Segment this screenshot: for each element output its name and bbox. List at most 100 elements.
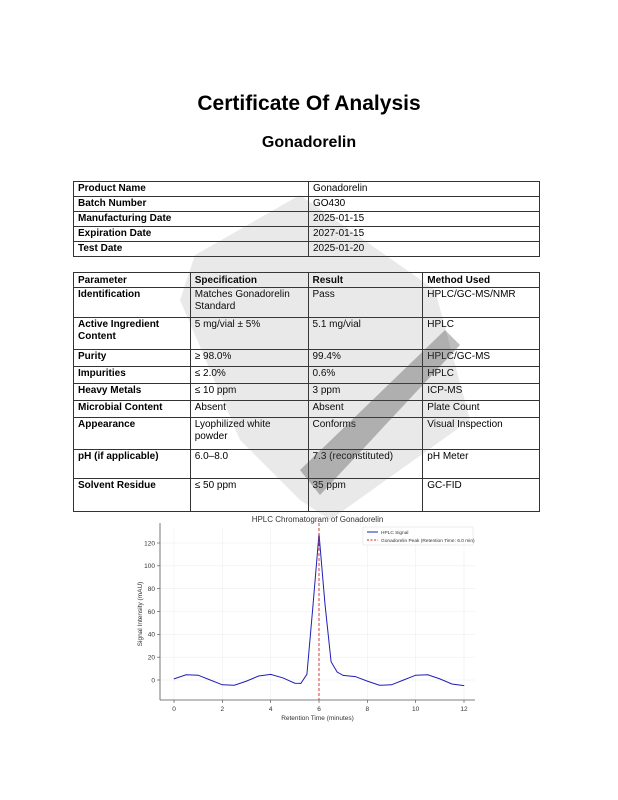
table-cell: Plate Count — [422, 400, 540, 418]
table-row: Solvent Residue ≤ 50 ppm 35 ppm GC-FID — [73, 478, 540, 512]
table-cell: Active Ingredient Content — [73, 317, 191, 350]
table-row: Active Ingredient Content 5 mg/vial ± 5% 5… — [73, 317, 540, 350]
y-tick-label: 100 — [144, 563, 155, 570]
info-label: Batch Number — [73, 196, 309, 212]
data-point — [197, 674, 199, 676]
table-cell: Lyophilized white powder — [189, 417, 309, 450]
legend-signal-label: HPLC Signal — [381, 530, 408, 536]
table-cell: Impurities — [73, 366, 191, 384]
info-label: Manufacturing Date — [73, 211, 309, 227]
data-point — [366, 680, 368, 682]
info-value: 2027-01-15 — [308, 226, 540, 242]
legend-box — [362, 526, 474, 546]
x-tick-label: 12 — [460, 706, 468, 713]
data-point — [294, 682, 296, 684]
table-cell: 5.1 mg/vial — [307, 317, 424, 350]
data-point — [415, 674, 417, 676]
info-value: Gonadorelin — [308, 181, 540, 197]
table-row: Microbial Content Absent Absent Plate Count — [73, 400, 540, 418]
table-cell: ≤ 10 ppm — [189, 383, 309, 401]
table-cell: Solvent Residue — [73, 478, 191, 512]
y-tick-label: 60 — [148, 609, 156, 616]
info-value: 2025-01-20 — [308, 241, 540, 257]
test-parameters-table: Parameter Specification Result Method Used I… — [73, 272, 540, 512]
data-point — [221, 684, 223, 686]
data-point — [451, 683, 453, 685]
info-row: Expiration Date 2027-01-15 — [73, 226, 540, 242]
y-tick-label: 20 — [148, 654, 156, 661]
data-point — [258, 675, 259, 677]
x-tick-label: 2 — [221, 706, 225, 713]
info-row: Test Date 2025-01-20 — [73, 241, 540, 257]
table-row: Heavy Metals ≤ 10 ppm 3 ppm ICP-MS — [73, 383, 540, 401]
x-tick-label: 6 — [317, 706, 321, 713]
data-point — [185, 674, 187, 676]
table-cell: Purity — [73, 349, 191, 367]
x-tick-label: 0 — [172, 706, 176, 713]
table-row: Impurities ≤ 2.0% 0.6% HPLC — [73, 366, 540, 384]
data-point — [336, 671, 338, 673]
data-point — [324, 604, 326, 606]
y-axis-label: Signal Intensity (mAU) — [137, 582, 144, 647]
y-tick-label: 40 — [148, 632, 156, 639]
column-header: Method Used — [422, 272, 540, 288]
table-cell: 5 mg/vial ± 5% — [189, 317, 309, 350]
table-cell: HPLC/GC-MS — [422, 349, 540, 367]
table-cell: 7.3 (reconstituted) — [307, 449, 424, 479]
table-cell: Microbial Content — [73, 400, 191, 418]
data-point — [270, 674, 272, 675]
data-point — [282, 677, 284, 679]
page-title: Certificate Of Analysis — [197, 92, 421, 115]
table-cell: Pass — [307, 287, 424, 318]
table-cell: ICP-MS — [422, 383, 540, 401]
data-point — [379, 684, 380, 686]
data-point — [246, 680, 247, 682]
data-point — [403, 679, 404, 681]
x-tick-label: 8 — [366, 706, 370, 713]
table-cell: pH (if applicable) — [73, 449, 191, 479]
data-point — [439, 678, 441, 680]
info-row: Product Name Gonadorelin — [73, 181, 540, 197]
table-row: Purity ≥ 98.0% 99.4% HPLC/GC-MS — [73, 349, 540, 367]
y-tick-label: 120 — [144, 540, 155, 547]
table-cell: Heavy Metals — [73, 383, 191, 401]
table-cell: pH Meter — [422, 449, 540, 479]
column-header: Specification — [189, 272, 309, 288]
data-point — [463, 685, 465, 686]
table-cell: 6.0–8.0 — [189, 449, 309, 479]
table-cell: Absent — [307, 400, 424, 418]
table-cell: ≤ 2.0% — [189, 366, 309, 384]
info-value: 2025-01-15 — [308, 211, 540, 227]
data-point — [391, 684, 392, 686]
table-cell: HPLC — [422, 317, 540, 350]
data-point — [312, 605, 314, 607]
table-row: Appearance Lyophilized white powder Confor… — [73, 417, 540, 450]
info-label: Product Name — [73, 181, 309, 197]
data-point — [300, 683, 302, 684]
info-label: Expiration Date — [73, 226, 309, 242]
data-point — [209, 679, 211, 681]
table-cell: 35 ppm — [307, 478, 424, 512]
info-label: Test Date — [73, 241, 309, 257]
table-cell: Matches Gonadorelin Standard — [189, 287, 309, 318]
data-point — [342, 675, 344, 676]
x-tick-label: 10 — [412, 706, 420, 713]
product-info-table: Product Name Gonadorelin Batch Number GO430… — [73, 181, 540, 257]
chart-title: HPLC Chromatogram of Gonadorelin — [252, 515, 384, 524]
table-cell: Visual Inspection — [422, 417, 540, 450]
table-cell: 0.6% — [307, 366, 424, 384]
table-cell: 3 ppm — [307, 383, 424, 401]
y-tick-label: 0 — [151, 677, 155, 684]
data-point — [234, 684, 235, 686]
product-heading: Gonadorelin — [261, 134, 357, 151]
table-cell: 99.4% — [307, 349, 424, 367]
y-tick-label: 80 — [148, 586, 156, 593]
table-cell: Conforms — [307, 417, 424, 450]
x-tick-label: 4 — [269, 706, 273, 713]
data-point — [173, 678, 175, 680]
column-header: Result — [307, 272, 424, 288]
data-point — [330, 661, 332, 663]
table-cell: HPLC — [422, 366, 540, 384]
